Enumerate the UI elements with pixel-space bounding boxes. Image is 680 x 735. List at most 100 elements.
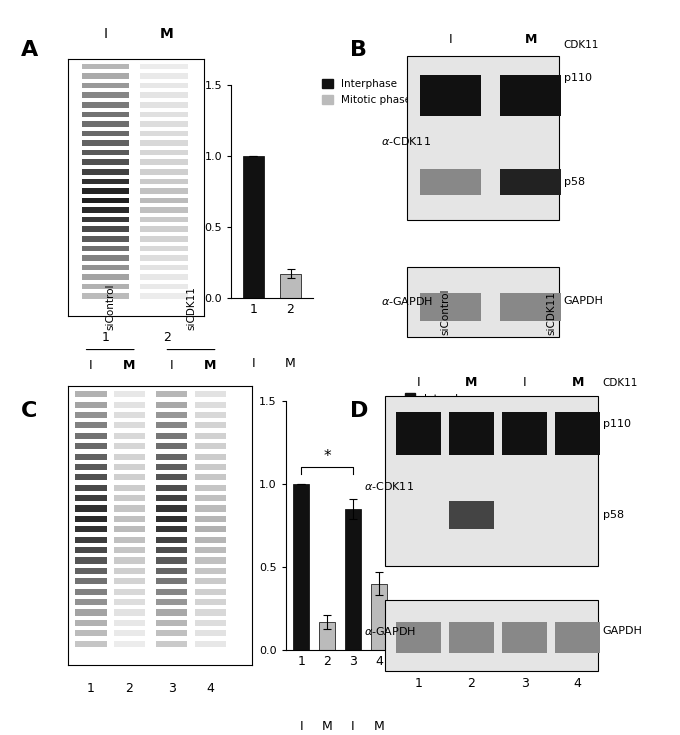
Text: $\alpha$-CDK11: $\alpha$-CDK11 — [381, 135, 431, 147]
Bar — [75, 423, 107, 429]
Bar — [114, 609, 145, 615]
Bar — [82, 255, 129, 261]
Bar — [75, 464, 107, 470]
Bar — [320, 622, 335, 650]
Bar — [156, 547, 187, 553]
Bar — [156, 464, 187, 470]
Bar — [82, 236, 129, 242]
Bar — [156, 599, 187, 605]
Bar — [75, 506, 107, 512]
Bar — [82, 121, 129, 126]
Bar — [156, 640, 187, 647]
Bar — [280, 273, 301, 298]
Bar — [449, 412, 494, 455]
Bar — [156, 568, 187, 574]
Bar — [82, 93, 129, 98]
Bar — [140, 150, 188, 156]
Bar — [194, 568, 226, 574]
Bar — [420, 293, 481, 321]
Text: siCDK11: siCDK11 — [546, 291, 556, 334]
Text: $\alpha$-GAPDH: $\alpha$-GAPDH — [364, 625, 416, 637]
Bar — [156, 526, 187, 532]
Bar — [75, 433, 107, 439]
Bar — [75, 443, 107, 449]
Bar — [140, 207, 188, 213]
Bar — [140, 198, 188, 204]
Bar — [114, 578, 145, 584]
Bar — [114, 464, 145, 470]
Bar — [114, 547, 145, 553]
Bar — [140, 112, 188, 117]
Bar — [75, 640, 107, 647]
Bar — [82, 64, 129, 69]
Legend: Interphase, Mitotic phase: Interphase, Mitotic phase — [322, 79, 411, 105]
Bar — [194, 484, 226, 491]
Text: $\alpha$-CDK11: $\alpha$-CDK11 — [364, 480, 414, 492]
Bar — [156, 484, 187, 491]
Bar — [75, 547, 107, 553]
Bar — [114, 506, 145, 512]
Bar — [156, 630, 187, 637]
Text: M: M — [322, 720, 333, 734]
Bar — [82, 226, 129, 232]
Text: C: C — [20, 401, 37, 420]
Bar — [82, 74, 129, 79]
Bar — [156, 578, 187, 584]
Bar — [502, 412, 547, 455]
Text: I: I — [103, 26, 107, 41]
Text: I: I — [299, 720, 303, 734]
Bar — [449, 501, 494, 529]
Bar — [114, 630, 145, 637]
Bar — [140, 265, 188, 270]
Text: M: M — [160, 26, 173, 41]
Bar — [140, 293, 188, 299]
Bar — [114, 391, 145, 398]
Bar — [156, 423, 187, 429]
Text: M: M — [525, 33, 537, 46]
Bar — [156, 537, 187, 542]
Bar — [194, 443, 226, 449]
Bar — [386, 396, 598, 566]
Bar — [75, 557, 107, 564]
Bar — [82, 140, 129, 146]
Bar — [75, 484, 107, 491]
Bar — [156, 589, 187, 595]
Bar — [82, 150, 129, 156]
Bar — [194, 516, 226, 522]
Bar — [114, 516, 145, 522]
Bar — [156, 453, 187, 459]
Text: D: D — [350, 401, 369, 420]
Bar — [194, 391, 226, 398]
Bar — [75, 401, 107, 408]
Bar — [75, 589, 107, 595]
Bar — [194, 474, 226, 481]
Text: I: I — [351, 720, 355, 734]
Text: siControl: siControl — [440, 288, 450, 334]
Bar — [140, 83, 188, 88]
Bar — [194, 423, 226, 429]
Text: M: M — [123, 359, 136, 372]
Bar — [75, 474, 107, 481]
Bar — [140, 284, 188, 290]
Text: GAPDH: GAPDH — [603, 626, 643, 636]
Bar — [114, 589, 145, 595]
Bar — [156, 506, 187, 512]
Bar — [75, 620, 107, 626]
Bar — [140, 236, 188, 242]
Bar — [114, 640, 145, 647]
Bar — [156, 433, 187, 439]
Bar — [386, 600, 598, 671]
Text: p110: p110 — [603, 419, 631, 429]
Bar — [293, 484, 309, 650]
Text: I: I — [170, 359, 173, 372]
Bar — [194, 433, 226, 439]
Text: M: M — [571, 376, 584, 389]
Bar — [114, 453, 145, 459]
Bar — [371, 584, 387, 650]
Bar — [82, 112, 129, 117]
Bar — [500, 75, 562, 116]
Text: CDK11: CDK11 — [564, 40, 599, 50]
Bar — [82, 245, 129, 251]
Text: 4: 4 — [574, 678, 581, 690]
Bar — [114, 474, 145, 481]
